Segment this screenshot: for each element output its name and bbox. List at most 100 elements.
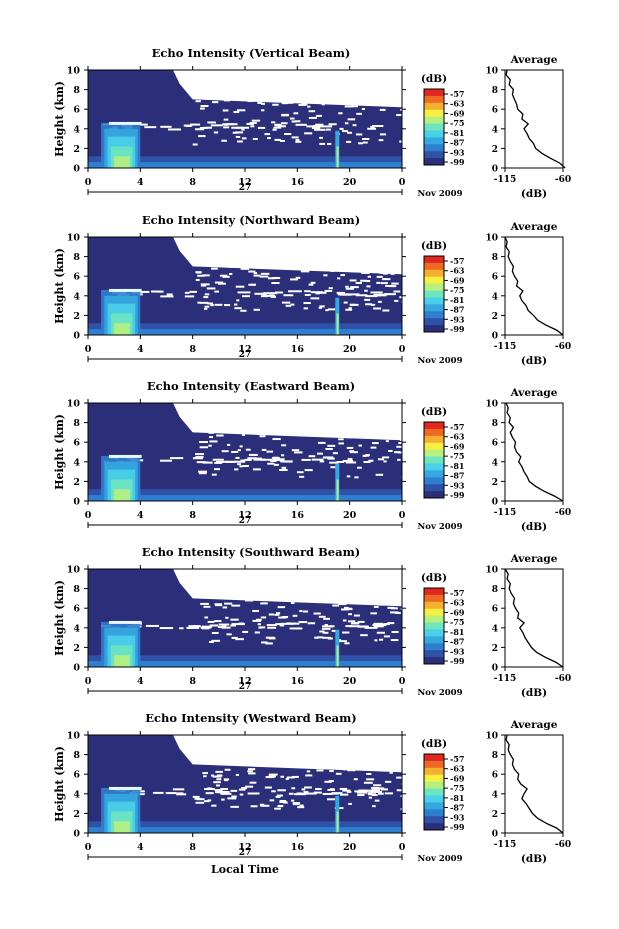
no-data-speck [283, 801, 288, 804]
no-data-gap [331, 792, 343, 795]
colorbar-tick-label: -57 [450, 422, 464, 432]
no-data-speck [256, 618, 262, 621]
no-data-speck [192, 143, 198, 146]
no-data-speck [195, 453, 205, 456]
no-data-speck [313, 612, 321, 615]
no-data-speck [198, 472, 207, 475]
no-data-speck [222, 275, 230, 278]
no-data-gap [342, 789, 351, 792]
no-data-speck [210, 304, 214, 307]
no-data-speck [244, 785, 254, 788]
average-profile-line [505, 402, 564, 502]
no-data-gap [377, 458, 385, 461]
colorbar-unit: (dB) [421, 73, 447, 85]
no-data-speck [295, 139, 300, 142]
no-data-speck [297, 806, 305, 809]
no-data-gap [373, 625, 384, 628]
no-data-gap [363, 460, 371, 463]
no-data-speck [362, 138, 370, 141]
average-title: Average [510, 221, 558, 233]
no-data-speck [295, 276, 301, 279]
y-tick-label: 6 [73, 770, 80, 781]
colorbar-tick-label: -99 [450, 656, 465, 666]
no-data-speck [382, 309, 390, 312]
y-tick-label: 2 [73, 144, 80, 155]
no-data-speck [338, 438, 344, 441]
average-y-tick-label: 10 [485, 234, 498, 244]
no-data-speck [242, 415, 247, 418]
no-data-speck [243, 94, 250, 97]
no-data-speck [271, 121, 276, 124]
average-title: Average [510, 387, 558, 399]
no-data-speck [251, 89, 258, 92]
no-data-speck [360, 586, 367, 589]
no-data-speck [397, 451, 403, 454]
no-data-gap [279, 624, 285, 627]
no-data-gap [214, 290, 220, 293]
average-y-tick-label: 8 [492, 751, 498, 761]
average-x-tick-label: -60 [555, 342, 571, 352]
no-data-speck [308, 97, 317, 100]
colorbar-swatch [424, 816, 444, 824]
no-data-gap [203, 126, 212, 129]
no-data-speck [357, 264, 361, 267]
no-data-speck [348, 307, 352, 310]
no-data-speck [372, 805, 376, 808]
no-data-speck [303, 307, 309, 310]
no-data-speck [250, 591, 259, 594]
colorbar-swatch [424, 269, 444, 278]
no-data-speck [226, 633, 232, 636]
colorbar-swatch [424, 95, 444, 104]
no-data-speck [259, 275, 269, 278]
no-data-speck [260, 421, 265, 424]
y-tick-label: 0 [73, 829, 80, 840]
y-tick-label: 4 [73, 457, 80, 468]
x-tick-label: 4 [137, 510, 144, 521]
no-data-speck [212, 775, 222, 778]
average-y-tick-label: 10 [485, 67, 498, 77]
no-data-speck [310, 281, 316, 284]
no-data-speck [268, 99, 277, 102]
no-data-speck [300, 270, 310, 273]
no-data-speck [208, 431, 214, 434]
no-data-speck [226, 261, 234, 264]
no-data-speck [315, 423, 322, 426]
no-data-speck [272, 593, 278, 596]
no-data-speck [368, 796, 372, 799]
no-data-speck [287, 261, 292, 264]
colorbar-tick-label: -63 [450, 266, 465, 276]
no-data-gap [160, 295, 174, 298]
no-data-gap [192, 457, 203, 460]
no-data-speck [286, 594, 290, 597]
no-data-speck [214, 620, 222, 623]
no-data-speck [325, 447, 333, 450]
no-data-speck [347, 428, 354, 431]
colorbar-unit: (dB) [421, 406, 447, 418]
colorbar-tick-label: -93 [450, 480, 465, 490]
no-data-speck [303, 610, 309, 613]
no-data-speck [392, 591, 402, 594]
no-data-speck [345, 285, 349, 288]
colorbar-tick-label: -69 [450, 108, 465, 118]
average-x-label: (dB) [521, 188, 547, 200]
no-data-speck [401, 782, 407, 785]
no-data-speck [200, 283, 210, 286]
no-data-speck [246, 418, 252, 421]
no-data-speck [310, 431, 317, 434]
colorbar-swatch [424, 754, 444, 762]
x-tick-label: 16 [291, 177, 305, 188]
no-data-gap [370, 291, 383, 294]
no-data-speck [204, 800, 210, 803]
no-data-speck [253, 308, 260, 311]
no-data-speck [327, 748, 337, 751]
no-data-speck [358, 584, 367, 587]
no-data-speck [203, 605, 211, 608]
no-data-speck [290, 278, 299, 281]
no-data-speck [317, 441, 326, 444]
no-data-speck [384, 259, 393, 262]
no-data-speck [378, 300, 382, 303]
no-data-speck [332, 604, 340, 607]
panel-title: Echo Intensity (Westward Beam) [145, 711, 356, 725]
colorbar-tick-label: -81 [450, 627, 464, 637]
colorbar-tick-label: -69 [450, 607, 465, 617]
